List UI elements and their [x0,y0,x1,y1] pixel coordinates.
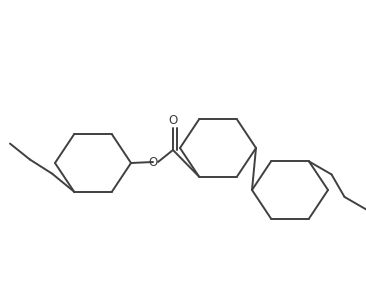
Text: O: O [168,114,178,128]
Text: O: O [148,155,158,169]
